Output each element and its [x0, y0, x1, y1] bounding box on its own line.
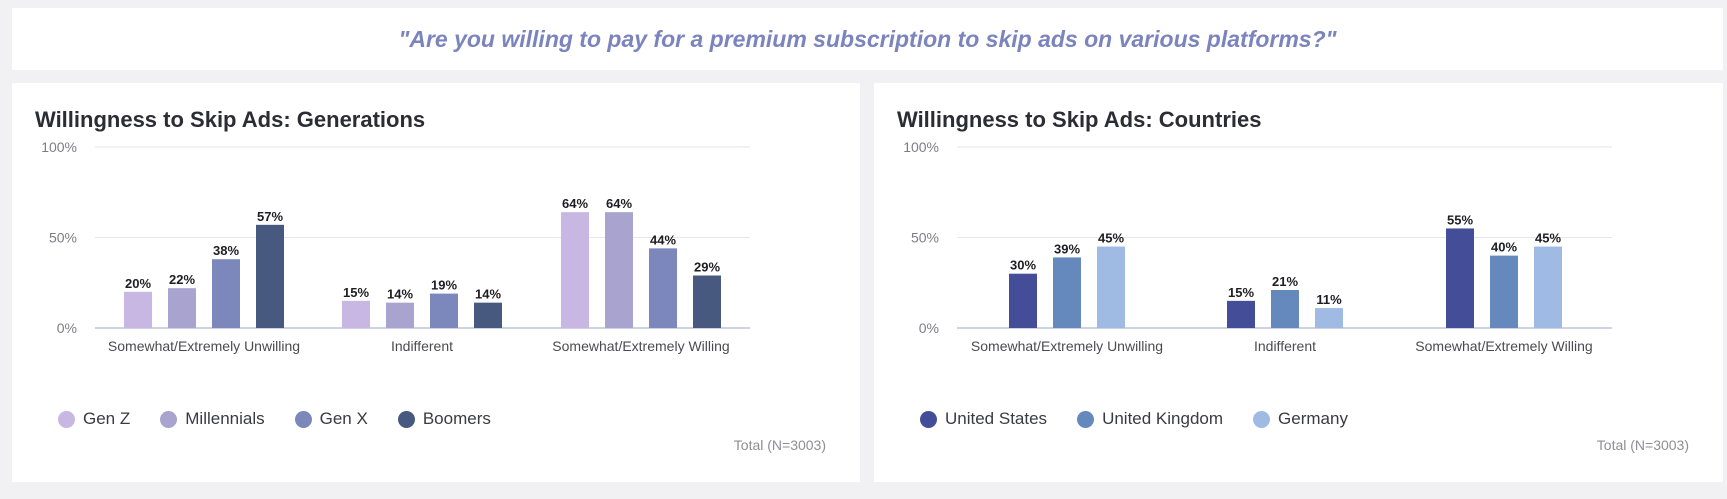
data-label: 14% — [475, 287, 501, 302]
bar-gen-z-indifferent — [342, 300, 370, 328]
data-label: 38% — [213, 243, 239, 258]
legend-swatch — [397, 410, 415, 428]
legend-label: Millennials — [185, 409, 265, 428]
bar-gen-x-somewhat-extremely-unwilling — [212, 259, 240, 328]
data-label: 55% — [1447, 212, 1473, 227]
legend-label: Germany — [1278, 409, 1348, 428]
bar-united-kingdom-somewhat-extremely-willing — [1490, 255, 1518, 328]
generations-bar-chart: 100% 50% 0% 20% 22% 38% 57% Somewhat/Extremely … — [41, 139, 750, 354]
legend-item-united-kingdom: United Kingdom — [1077, 409, 1223, 429]
legend-item-boomers: Boomers — [397, 409, 491, 429]
countries-chart-panel: Willingness to Skip Ads: Countries 100% 5… — [874, 83, 1723, 482]
bar-boomers-somewhat-extremely-willing — [693, 275, 721, 328]
chart-title: Willingness to Skip Ads: Generations — [35, 107, 426, 132]
bar-united-kingdom-indifferent — [1271, 289, 1299, 328]
legend-swatch — [920, 410, 937, 428]
bar-united-states-somewhat-extremely-unwilling — [1009, 273, 1037, 328]
legend-swatch — [294, 410, 312, 428]
data-label: 40% — [1491, 240, 1517, 255]
legend-item-millennials: Millennials — [160, 409, 265, 429]
countries-bar-chart: 100% 50% 0% 30% 39% 45% Somewhat/Extremely Unw… — [903, 139, 1612, 354]
bar-united-kingdom-somewhat-extremely-unwilling — [1053, 257, 1081, 328]
generations-chart-panel: Willingness to Skip Ads: Generations 100… — [12, 83, 860, 482]
y-tick-label: 100% — [903, 139, 939, 155]
legend-swatch — [58, 410, 75, 428]
legend-swatch — [160, 410, 178, 428]
bar-boomers-somewhat-extremely-unwilling — [256, 224, 284, 328]
bar-millennials-indifferent — [386, 302, 414, 328]
chart-legend: Gen Z Millennials Gen X Boomers — [58, 409, 521, 429]
legend-label: United Kingdom — [1102, 409, 1224, 428]
data-label: 15% — [343, 285, 369, 300]
y-tick-label: 0% — [919, 320, 939, 336]
y-tick-label: 50% — [911, 230, 939, 246]
chart-title: Willingness to Skip Ads: Countries — [897, 107, 1262, 132]
bar-germany-somewhat-extremely-unwilling — [1097, 246, 1125, 328]
data-label: 30% — [1010, 258, 1036, 273]
y-tick-label: 100% — [41, 139, 77, 155]
data-label: 64% — [606, 196, 632, 211]
x-category-label: Indifferent — [1254, 338, 1316, 354]
legend-swatch — [1077, 410, 1095, 428]
data-label: 15% — [1228, 285, 1254, 300]
data-label: 44% — [650, 232, 676, 247]
legend-label: Gen X — [319, 409, 368, 428]
y-tick-label: 50% — [49, 230, 77, 246]
data-label: 39% — [1054, 241, 1080, 256]
bar-gen-x-indifferent — [430, 293, 458, 328]
data-label: 20% — [125, 276, 151, 291]
data-label: 57% — [257, 209, 283, 224]
x-category-label: Indifferent — [391, 338, 453, 354]
bar-united-states-indifferent — [1227, 300, 1255, 328]
data-label: 11% — [1316, 292, 1342, 307]
legend-label: Gen Z — [83, 409, 131, 428]
x-category-label: Somewhat/Extremely Willing — [1415, 338, 1592, 354]
x-category-label: Somewhat/Extremely Willing — [552, 338, 729, 354]
data-label: 21% — [1272, 274, 1298, 289]
data-label: 29% — [694, 260, 720, 275]
bar-gen-z-somewhat-extremely-unwilling — [124, 291, 152, 328]
bar-united-states-somewhat-extremely-willing — [1446, 228, 1474, 328]
x-category-label: Somewhat/Extremely Unwilling — [971, 338, 1163, 354]
bar-gen-x-somewhat-extremely-willing — [649, 248, 677, 328]
x-category-label: Somewhat/Extremely Unwilling — [108, 338, 300, 354]
data-label: 19% — [431, 278, 457, 293]
legend-item-united-states: United States — [920, 409, 1047, 429]
question-banner: "Are you willing to pay for a premium su… — [12, 8, 1723, 70]
legend-label: United States — [945, 409, 1048, 428]
bar-germany-indifferent — [1315, 308, 1343, 328]
legend-swatch — [1253, 410, 1271, 428]
bar-boomers-indifferent — [474, 302, 502, 328]
bar-gen-z-somewhat-extremely-willing — [561, 212, 589, 328]
chart-legend: United States United Kingdom Germany — [920, 409, 1378, 429]
survey-question: "Are you willing to pay for a premium su… — [398, 25, 1337, 52]
legend-item-germany: Germany — [1253, 409, 1348, 429]
data-label: 22% — [169, 272, 195, 287]
total-sample-note: Total (N=3003) — [733, 437, 826, 453]
legend-item-gen-z: Gen Z — [58, 409, 130, 429]
total-sample-note: Total (N=3003) — [1596, 437, 1689, 453]
y-tick-label: 0% — [57, 320, 77, 336]
legend-label: Boomers — [422, 409, 491, 428]
data-label: 14% — [387, 287, 413, 302]
data-label: 45% — [1535, 231, 1561, 246]
bar-germany-somewhat-extremely-willing — [1534, 246, 1562, 328]
data-label: 64% — [562, 196, 588, 211]
legend-item-gen-x: Gen X — [294, 409, 368, 429]
bar-millennials-somewhat-extremely-willing — [605, 212, 633, 328]
data-label: 45% — [1098, 231, 1124, 246]
bar-millennials-somewhat-extremely-unwilling — [168, 288, 196, 328]
